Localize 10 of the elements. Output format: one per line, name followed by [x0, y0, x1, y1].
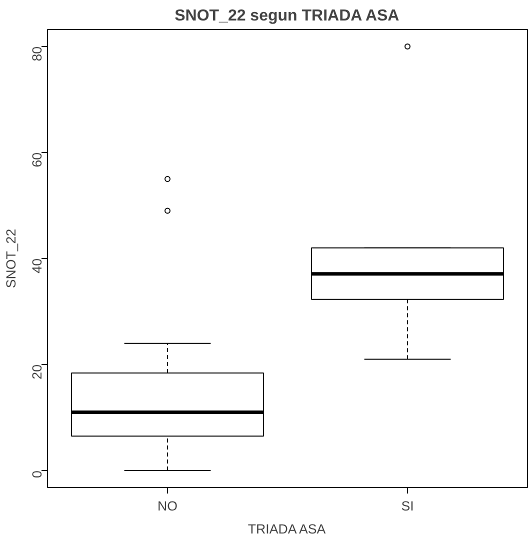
x-tick-label: SI — [401, 498, 414, 514]
y-tick-label: 40 — [30, 258, 44, 274]
x-tick-label: NO — [158, 498, 178, 514]
x-axis-title: TRIADA ASA — [248, 522, 326, 536]
y-tick-label: 20 — [30, 364, 44, 380]
y-tick-label: 80 — [30, 46, 44, 62]
y-tick-label: 60 — [30, 152, 44, 168]
chart-title: SNOT_22 segun TRIADA ASA — [174, 8, 400, 24]
y-axis-title: SNOT_22 — [4, 228, 18, 288]
y-tick-label: 0 — [30, 470, 44, 478]
